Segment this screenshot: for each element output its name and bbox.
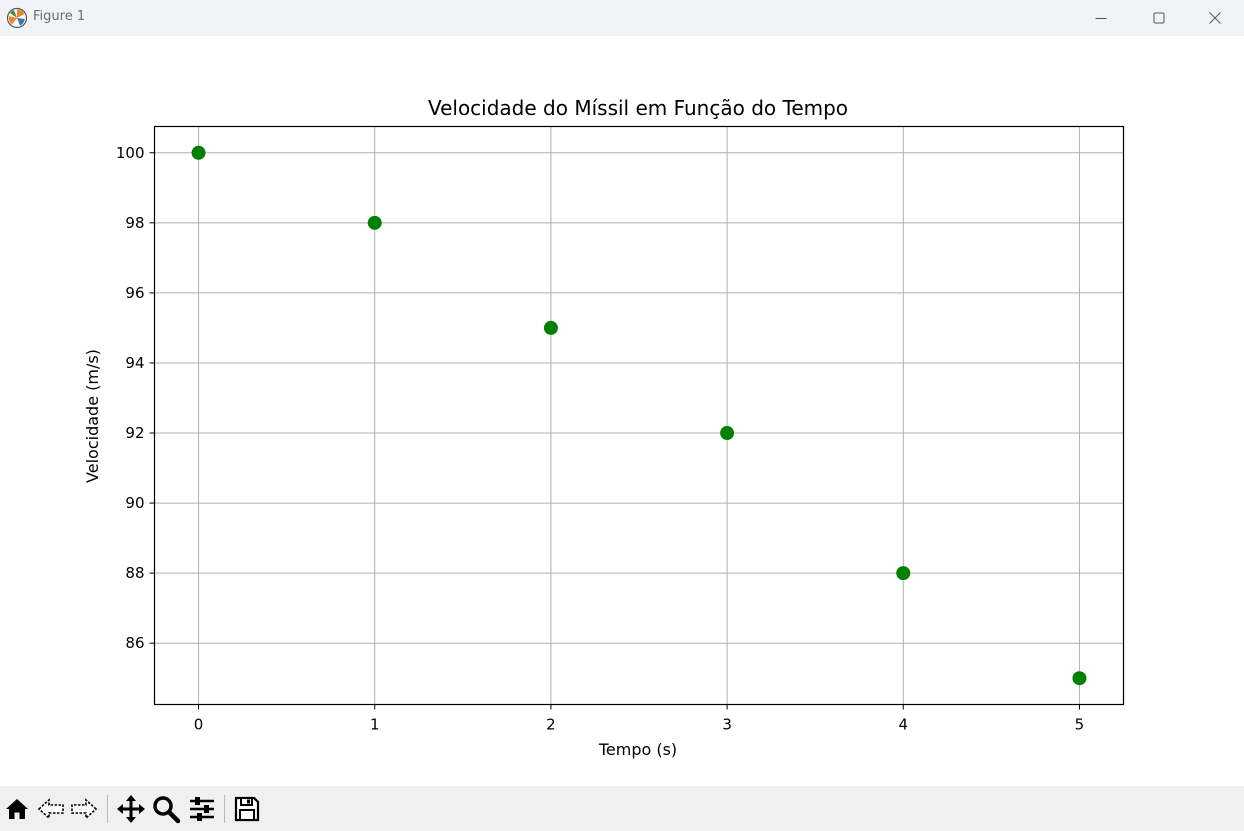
y-tick-label: 100	[116, 144, 145, 162]
x-axis-label: Tempo (s)	[598, 740, 677, 759]
home-button[interactable]	[1, 793, 33, 825]
window-titlebar: Figure 1	[0, 0, 1244, 36]
forward-button[interactable]	[68, 793, 100, 825]
x-tick-label: 5	[1075, 716, 1085, 734]
configure-subplots-icon	[190, 797, 214, 821]
data-point	[543, 320, 558, 335]
y-axis-label: Velocidade (m/s)	[83, 349, 102, 483]
y-tick-label: 96	[125, 284, 144, 302]
minimize-icon	[1095, 18, 1107, 19]
home-icon	[6, 799, 28, 819]
y-tick-label: 88	[125, 564, 144, 582]
toolbar-separator	[107, 795, 108, 823]
figure-canvas[interactable]: Velocidade do Míssil em Função do Tempo …	[0, 36, 1244, 786]
y-tick-label: 86	[125, 634, 144, 652]
save-button[interactable]	[231, 793, 263, 825]
back-icon	[37, 798, 64, 820]
close-button[interactable]	[1186, 0, 1244, 36]
x-axis-ticks: 0 1 2 3 4 5	[194, 704, 1085, 734]
grid-lines	[154, 126, 1124, 705]
toolbar-separator	[224, 795, 225, 823]
x-tick-label: 1	[370, 716, 380, 734]
save-icon	[234, 796, 260, 822]
data-point	[367, 215, 382, 230]
x-tick-label: 2	[546, 716, 556, 734]
matplotlib-logo-icon	[6, 7, 28, 29]
pan-icon	[117, 795, 145, 823]
scatter-chart: Velocidade do Míssil em Função do Tempo …	[83, 96, 1125, 759]
close-icon	[1209, 12, 1221, 24]
y-tick-label: 90	[125, 494, 144, 512]
y-axis-ticks: 86 88 90 92 94 96 98 100	[116, 144, 155, 652]
data-point	[1072, 671, 1087, 686]
y-tick-label: 98	[125, 214, 144, 232]
chart-title: Velocidade do Míssil em Função do Tempo	[428, 96, 848, 120]
data-point	[896, 566, 911, 581]
forward-icon	[71, 798, 98, 820]
y-tick-label: 92	[125, 424, 144, 442]
minimize-button[interactable]	[1072, 0, 1130, 36]
axes-frame	[153, 125, 1125, 706]
x-tick-label: 3	[722, 716, 732, 734]
data-points	[191, 145, 1087, 686]
window-title: Figure 1	[33, 9, 86, 24]
configure-subplots-button[interactable]	[186, 793, 218, 825]
data-point	[720, 426, 735, 441]
y-tick-label: 94	[125, 354, 144, 372]
maximize-button[interactable]	[1130, 0, 1188, 36]
pan-button[interactable]	[115, 793, 147, 825]
zoom-icon	[153, 796, 181, 824]
navigation-toolbar	[0, 786, 1244, 831]
maximize-icon	[1153, 12, 1165, 24]
x-tick-label: 4	[898, 716, 908, 734]
zoom-button[interactable]	[150, 793, 182, 825]
x-tick-label: 0	[194, 716, 204, 734]
back-button[interactable]	[35, 793, 67, 825]
data-point	[191, 145, 206, 160]
